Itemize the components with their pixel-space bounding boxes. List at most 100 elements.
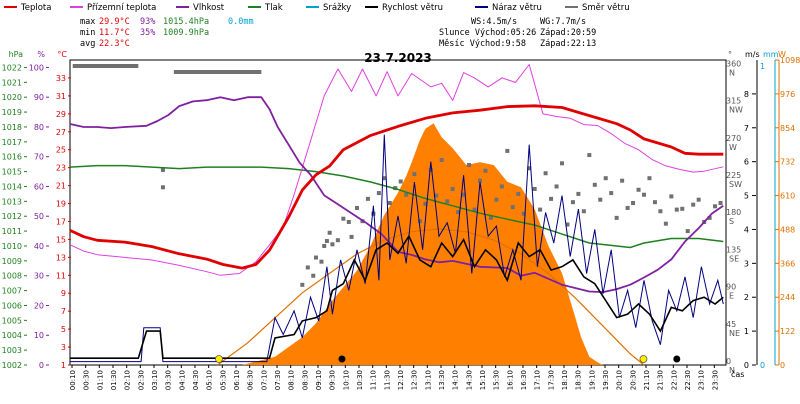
wind-direction-point xyxy=(376,191,381,196)
wind-direction-point xyxy=(371,211,376,216)
stats-avg-label: avg xyxy=(80,39,95,49)
moon-marker xyxy=(673,355,681,363)
direction-compass-label: N xyxy=(729,366,735,375)
stats-max-press: 1015.4hPa xyxy=(163,17,209,27)
wind-direction-point xyxy=(387,200,392,205)
wind-direction-point xyxy=(478,178,482,183)
stats-wg: WG:7.7m/s xyxy=(540,17,586,27)
wind-direction-point xyxy=(483,168,488,173)
solar-tick-label: 854 xyxy=(780,124,795,133)
wind-direction-point xyxy=(658,209,663,214)
pressure-axis-tick-label: 1011 xyxy=(2,227,22,236)
pressure-axis-tick-label: 1016 xyxy=(2,153,22,162)
temperature-axis-tick-label: 31 xyxy=(56,92,66,101)
stats-max-label: max xyxy=(80,17,95,27)
wind-direction-point xyxy=(341,216,346,221)
wind-direction-point xyxy=(349,234,354,239)
temperature-axis-tick-label: 15 xyxy=(56,235,66,244)
stats-max-hum: 93% xyxy=(140,17,155,27)
wind-direction-point xyxy=(439,158,444,163)
humidity-axis-tick-label: 0 xyxy=(39,361,44,370)
wind-direction-point xyxy=(382,176,387,181)
wind-direction-point xyxy=(598,197,603,202)
wind-direction-point xyxy=(160,185,165,190)
pressure-axis-tick-label: 1017 xyxy=(2,138,22,147)
wind-tick-label: 8 xyxy=(744,90,749,99)
wind-direction-point xyxy=(592,182,597,187)
stats-max-temp: 29.9°C xyxy=(99,17,130,27)
x-tick-label: 17:30 xyxy=(547,370,555,390)
wind-direction-point xyxy=(428,167,433,172)
humidity-axis-tick-label: 20 xyxy=(34,301,44,310)
wind-direction-point xyxy=(404,192,409,197)
x-tick-label: 07:10 xyxy=(260,370,268,390)
x-tick-label: 21:10 xyxy=(643,370,651,390)
pressure-axis-tick-label: 1009 xyxy=(2,257,22,266)
pressure-axis-tick-label: 1018 xyxy=(2,123,22,132)
x-tick-label: 10:10 xyxy=(342,370,350,390)
direction-tick-label: 360 xyxy=(726,59,741,68)
chart-title: 23.7.2023 xyxy=(364,51,432,65)
direction-compass-label: N xyxy=(729,68,735,77)
legend-label: Rychlost větru xyxy=(382,3,443,13)
pressure-axis-tick-label: 1008 xyxy=(2,272,22,281)
wind-tick-label: 5 xyxy=(744,192,749,201)
series-line-Vlhkost xyxy=(69,96,724,294)
wind-direction-point xyxy=(314,255,318,260)
wind-direction-point xyxy=(565,222,570,227)
pressure-axis-unit: hPa xyxy=(9,50,24,59)
x-tick-label: 05:30 xyxy=(219,370,227,390)
solar-tick-label: 122 xyxy=(780,327,795,336)
wind-direction-point xyxy=(510,205,515,210)
wind-direction-point xyxy=(685,229,690,234)
solar-tick-label: 976 xyxy=(780,90,795,99)
wind-direction-point xyxy=(346,220,351,225)
wind-direction-point xyxy=(467,162,472,167)
direction-compass-label: NW xyxy=(729,106,743,115)
solar-radiation-area xyxy=(242,123,603,365)
x-tick-label: 22:10 xyxy=(670,370,678,390)
x-tick-label: 04:30 xyxy=(192,370,200,390)
direction-tick-label: 135 xyxy=(726,245,741,254)
wind-direction-point xyxy=(488,215,493,220)
wind-tick-label: 1 xyxy=(744,327,749,336)
wind-direction-point xyxy=(642,192,646,197)
wind-direction-point xyxy=(696,197,701,202)
rain-tick-label: 0 xyxy=(760,361,765,370)
stats-min-hum: 35% xyxy=(140,28,155,38)
x-tick-label: 01:10 xyxy=(96,370,104,390)
x-tick-label: 23:30 xyxy=(711,370,719,390)
wind-direction-point xyxy=(521,211,526,216)
wind-direction-point xyxy=(322,243,327,248)
solar-tick-label: 0 xyxy=(780,361,785,370)
rain-axis-unit: mm xyxy=(763,50,779,59)
wind-direction-point xyxy=(636,187,641,192)
plot-area xyxy=(69,64,724,366)
wind-direction-point xyxy=(707,215,712,220)
legend-label: Směr větru xyxy=(582,3,630,13)
x-tick-label: 13:10 xyxy=(424,370,432,390)
wind-direction-point xyxy=(505,148,510,153)
x-tick-label: 15:30 xyxy=(493,370,501,390)
wind-tick-label: 2 xyxy=(744,293,749,302)
direction-tick-label: 270 xyxy=(726,134,741,143)
wind-direction-point xyxy=(461,192,466,197)
rain-tick-label: 1 xyxy=(760,62,765,71)
wind-direction-point xyxy=(330,242,335,247)
legend-label: Srážky xyxy=(323,3,351,13)
wind-direction-point xyxy=(587,153,592,158)
humidity-axis-tick-label: 40 xyxy=(34,242,44,251)
temperature-axis-tick-label: 11 xyxy=(56,271,66,280)
x-tick-label: 23:10 xyxy=(698,370,706,390)
x-tick-label: 07:30 xyxy=(274,370,282,390)
pressure-axis-tick-label: 1020 xyxy=(2,93,22,102)
pressure-axis-tick-label: 1014 xyxy=(2,182,22,191)
wind-direction-point xyxy=(532,186,537,191)
wind-direction-point xyxy=(576,191,581,196)
humidity-axis-tick-label: 100 xyxy=(29,63,44,72)
wind-direction-point xyxy=(713,204,718,209)
pressure-axis-tick-label: 1021 xyxy=(2,78,22,87)
wind-direction-point xyxy=(680,206,685,211)
stats-moon: Měsíc Východ:9:58 xyxy=(439,39,526,49)
wind-direction-point xyxy=(691,202,696,207)
